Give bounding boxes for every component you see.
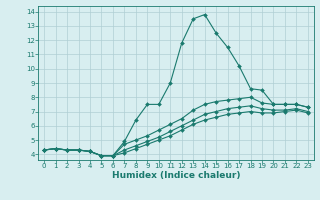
- X-axis label: Humidex (Indice chaleur): Humidex (Indice chaleur): [112, 171, 240, 180]
